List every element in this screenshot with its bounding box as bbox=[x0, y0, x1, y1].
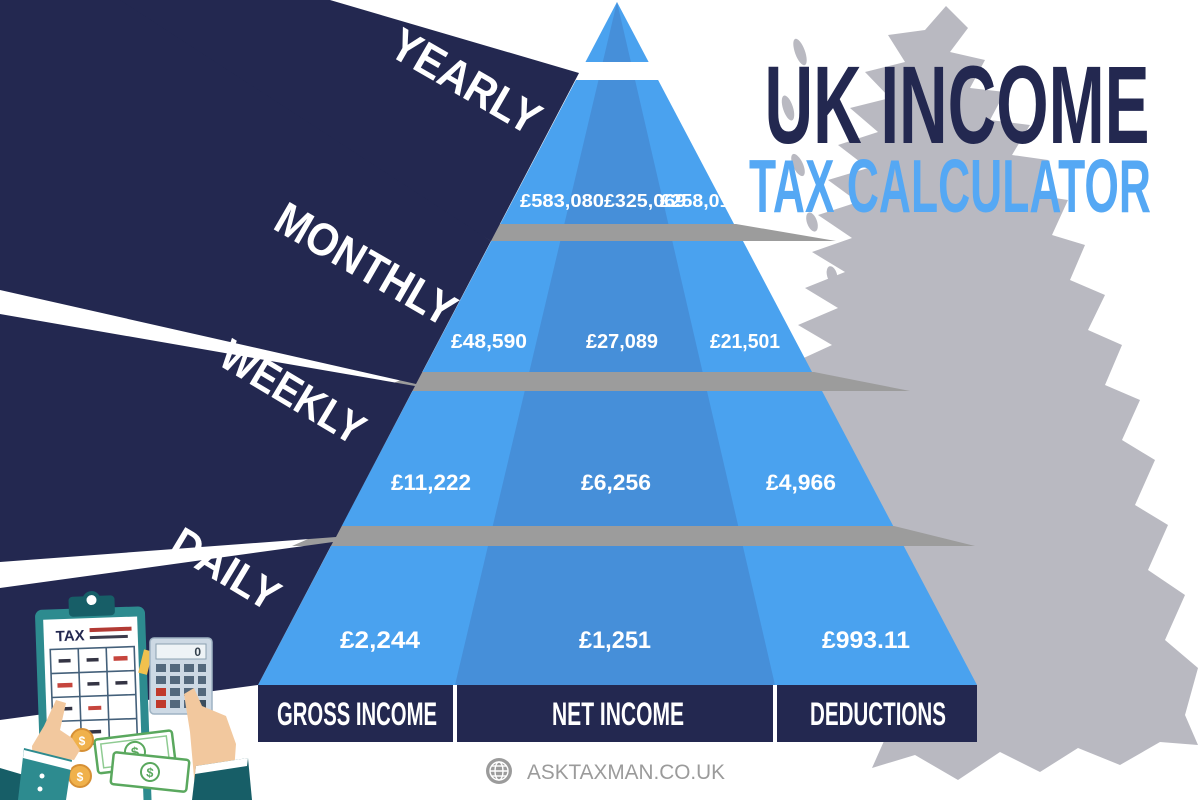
pencil-icon bbox=[138, 649, 153, 675]
yearly-deductions-value: £258,011 bbox=[660, 191, 740, 211]
tier-values-monthly: £48,590 £27,089 £21,501 bbox=[451, 331, 780, 353]
uk-map-island bbox=[852, 298, 860, 306]
title-line-2: TAX CALCULATOR bbox=[749, 144, 1151, 228]
shadow-step-1 bbox=[460, 224, 836, 241]
band-monthly bbox=[0, 0, 491, 384]
shadow-step-2 bbox=[374, 372, 910, 391]
monthly-gross-value: £48,590 bbox=[451, 331, 527, 353]
tier-values-weekly: £11,222 £6,256 £4,966 bbox=[391, 470, 836, 495]
footer: ASKTAXMAN.CO.UK bbox=[486, 758, 725, 784]
column-header-deductions: DEDUCTIONS bbox=[810, 696, 946, 732]
column-bar: GROSS INCOME NET INCOME DEDUCTIONS bbox=[258, 685, 977, 742]
yearly-gross-value: £583,080 bbox=[520, 191, 604, 211]
column-bar-bg bbox=[258, 685, 977, 742]
daily-net-value: £1,251 bbox=[579, 627, 651, 654]
svg-text:$: $ bbox=[146, 765, 156, 781]
globe-icon bbox=[486, 758, 512, 784]
monthly-deductions-value: £21,501 bbox=[710, 331, 780, 353]
daily-deductions-value: £993.11 bbox=[822, 627, 910, 654]
column-divider bbox=[453, 685, 457, 742]
pyramid-apex-gap bbox=[556, 62, 678, 80]
title-line-1: UK INCOME bbox=[765, 44, 1150, 167]
column-divider bbox=[773, 685, 777, 742]
tax-illustration: TAX bbox=[0, 591, 252, 800]
uk-map-island bbox=[826, 266, 838, 284]
weekly-deductions-value: £4,966 bbox=[766, 470, 836, 495]
pyramid bbox=[258, 2, 977, 685]
tier-values-yearly: £583,080 £325,069 £258,011 bbox=[520, 191, 740, 211]
uk-map-island bbox=[793, 38, 807, 66]
svg-text:$: $ bbox=[77, 770, 84, 784]
clipboard-entries bbox=[57, 655, 128, 734]
weekly-net-value: £6,256 bbox=[581, 470, 651, 495]
band-weekly bbox=[0, 314, 415, 562]
pyramid-center-column bbox=[455, 2, 775, 685]
weekly-gross-value: £11,222 bbox=[391, 470, 471, 495]
yearly-net-value: £325,069 bbox=[604, 191, 686, 211]
daily-gross-value: £2,244 bbox=[340, 627, 421, 654]
money-bills: $ $ bbox=[93, 729, 191, 793]
uk-map-island bbox=[791, 153, 805, 177]
monthly-net-value: £27,089 bbox=[586, 331, 658, 353]
shadow-step-3 bbox=[292, 526, 975, 546]
calculator-illustration: 0 bbox=[149, 637, 213, 715]
pointing-hand-left bbox=[0, 700, 80, 800]
calculator-display-value: 0 bbox=[194, 645, 201, 659]
svg-text:$: $ bbox=[79, 734, 86, 748]
pointing-hand-right bbox=[184, 688, 252, 800]
calculator-buttons bbox=[156, 664, 206, 708]
svg-text:$: $ bbox=[130, 743, 140, 760]
tier-values-daily: £2,244 £1,251 £993.11 bbox=[340, 627, 910, 654]
uk-map-island bbox=[781, 95, 795, 121]
uk-map-island bbox=[806, 212, 818, 232]
pyramid-shadow-steps bbox=[292, 224, 975, 546]
column-header-net: NET INCOME bbox=[552, 696, 684, 732]
column-header-gross: GROSS INCOME bbox=[277, 696, 437, 732]
clipboard-tax-label: TAX bbox=[55, 627, 84, 645]
band-yearly bbox=[95, 0, 579, 241]
footer-site-url: ASKTAXMAN.CO.UK bbox=[527, 761, 725, 784]
